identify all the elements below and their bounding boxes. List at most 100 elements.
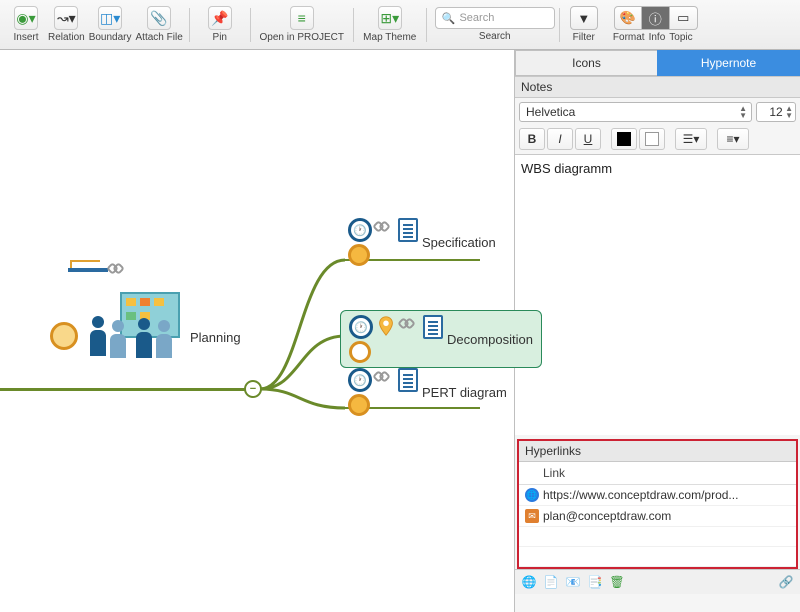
toolbar-separator	[426, 8, 427, 42]
document-icon	[398, 368, 418, 392]
tab-hypernote[interactable]: Hypernote	[657, 50, 800, 76]
boundary-button[interactable]: ◫▾ Boundary	[89, 2, 132, 48]
inspector-panel: Icons Hypernote Notes Helvetica ▲▼ 12 ▲▼…	[515, 50, 800, 612]
topic-label: Topic	[669, 32, 692, 43]
project-icon: ≡	[290, 6, 314, 30]
note-text: WBS diagramm	[521, 161, 612, 176]
insert-icon: ◉▾	[14, 6, 38, 30]
clock-icon	[349, 341, 371, 363]
add-maillink-button[interactable]: 📧	[563, 573, 583, 591]
node-pert[interactable]: 🕐 PERT diagram	[348, 368, 507, 416]
info-button[interactable]: ⓘ	[642, 6, 670, 30]
info-label: Info	[649, 32, 666, 43]
insert-label: Insert	[13, 32, 38, 43]
toolbar-separator	[353, 8, 354, 42]
chain-icon	[108, 260, 130, 276]
list-button[interactable]: ☰▾	[675, 128, 707, 150]
location-pin-icon	[375, 315, 397, 337]
add-weblink-button[interactable]: 🌐	[519, 573, 539, 591]
align-button[interactable]: ≡▾	[717, 128, 749, 150]
link-column-header: Link	[519, 462, 796, 485]
format-label: Format	[613, 32, 645, 43]
fill-color-button[interactable]	[639, 128, 665, 150]
node-label: Specification	[422, 235, 496, 250]
underline-button[interactable]: U	[575, 128, 601, 150]
open-project-label: Open in PROJECT	[260, 32, 344, 43]
chevron-updown-icon: ▲▼	[785, 105, 793, 119]
panel-tabs: Icons Hypernote	[515, 50, 800, 76]
toolbar-separator	[559, 8, 560, 42]
pin-icon: 📌	[208, 6, 232, 30]
link-row[interactable]: ✉ plan@conceptdraw.com	[519, 506, 796, 527]
format-button[interactable]: 🎨	[614, 6, 642, 30]
chain-icon	[374, 368, 396, 384]
chevron-updown-icon: ▲▼	[739, 105, 747, 119]
clock-icon	[50, 322, 78, 350]
node-specification[interactable]: 🕐 Specification	[348, 218, 496, 266]
hyperlinks-header: Hyperlinks	[519, 441, 796, 462]
font-size-value: 12	[769, 105, 782, 119]
clock-icon: 🕐	[348, 368, 372, 392]
link-text: https://www.conceptdraw.com/prod...	[543, 488, 738, 502]
italic-button[interactable]: I	[547, 128, 573, 150]
search-group: 🔍 Search Search	[435, 7, 555, 42]
notes-header: Notes	[515, 76, 800, 98]
bold-button[interactable]: B	[519, 128, 545, 150]
node-decomposition[interactable]: 🕐 Decomposition	[340, 310, 542, 368]
relation-icon: ↝▾	[54, 6, 78, 30]
remove-link-button[interactable]: 🗑	[607, 573, 627, 591]
clock-icon	[348, 394, 370, 416]
links-table: Link 🌐 https://www.conceptdraw.com/prod.…	[519, 462, 796, 567]
link-row[interactable]: 🌐 https://www.conceptdraw.com/prod...	[519, 485, 796, 506]
search-label: Search	[479, 31, 511, 42]
toolbar-separator	[250, 8, 251, 42]
mindmap-canvas[interactable]: −	[0, 50, 515, 612]
map-theme-label: Map Theme	[363, 32, 416, 43]
filter-button[interactable]: ▼ Filter	[566, 2, 602, 48]
paperclip-icon: 📎	[147, 6, 171, 30]
main-toolbar: ◉▾ Insert ↝▾ Relation ◫▾ Boundary 📎 Atta…	[0, 0, 800, 50]
font-size-select[interactable]: 12 ▲▼	[756, 102, 796, 122]
add-topiclink-button[interactable]: 📑	[585, 573, 605, 591]
pin-button[interactable]: 📌 Pin	[196, 2, 244, 48]
clock-icon: 🕐	[349, 315, 373, 339]
clock-icon	[348, 244, 370, 266]
format-row: B I U ☰▾ ≡▾	[515, 126, 800, 155]
theme-icon: ⊞▾	[378, 6, 402, 30]
font-family-select[interactable]: Helvetica ▲▼	[519, 102, 752, 122]
link-text: plan@conceptdraw.com	[543, 509, 671, 523]
search-icon: 🔍	[442, 12, 456, 25]
boundary-icon: ◫▾	[98, 6, 122, 30]
open-project-button[interactable]: ≡ Open in PROJECT	[257, 2, 347, 48]
link-options-button[interactable]: 🔗	[776, 573, 796, 591]
attach-label: Attach File	[136, 32, 183, 43]
note-textarea[interactable]: WBS diagramm	[515, 155, 800, 435]
document-icon	[398, 218, 418, 242]
chain-icon	[374, 218, 396, 234]
mail-icon: ✉	[525, 509, 539, 523]
pin-label: Pin	[213, 32, 227, 43]
link-row-empty	[519, 527, 796, 547]
node-label: Decomposition	[447, 332, 533, 347]
insert-button[interactable]: ◉▾ Insert	[8, 2, 44, 48]
planning-illustration	[50, 260, 250, 390]
hyperlinks-section: Hyperlinks Link 🌐 https://www.conceptdra…	[517, 439, 798, 569]
topic-icon: ▭	[677, 10, 689, 26]
map-theme-button[interactable]: ⊞▾ Map Theme	[360, 2, 420, 48]
info-icon: ⓘ	[649, 9, 662, 28]
search-input[interactable]: 🔍 Search	[435, 7, 555, 29]
search-placeholder: Search	[459, 12, 494, 24]
node-label: PERT diagram	[422, 385, 507, 400]
links-footer: 🌐 📄 📧 📑 🗑 🔗	[515, 569, 800, 594]
topic-button[interactable]: ▭	[670, 6, 698, 30]
relation-label: Relation	[48, 32, 85, 43]
relation-button[interactable]: ↝▾ Relation	[48, 2, 85, 48]
document-icon	[423, 315, 443, 339]
main-area: −	[0, 50, 800, 612]
filter-label: Filter	[573, 32, 595, 43]
text-color-button[interactable]	[611, 128, 637, 150]
globe-icon: 🌐	[525, 488, 539, 502]
add-filelink-button[interactable]: 📄	[541, 573, 561, 591]
attach-file-button[interactable]: 📎 Attach File	[136, 2, 183, 48]
tab-icons[interactable]: Icons	[515, 50, 657, 76]
